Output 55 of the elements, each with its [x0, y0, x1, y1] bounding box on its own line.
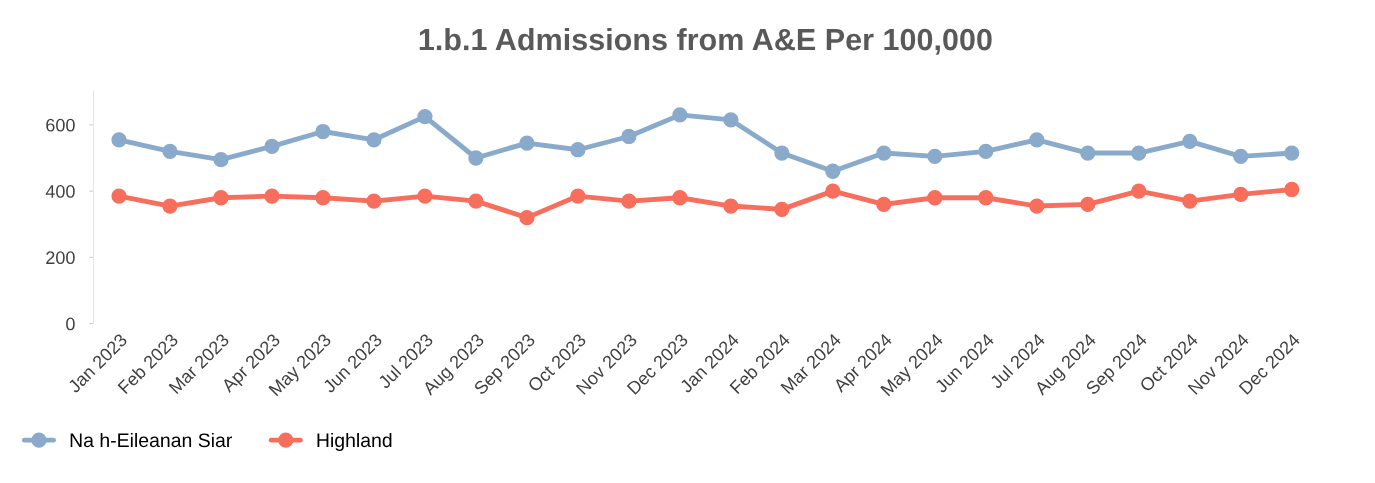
- point: [111, 132, 127, 148]
- point: [1029, 132, 1045, 148]
- point: [162, 143, 178, 160]
- point: [519, 135, 535, 151]
- point: [315, 190, 331, 206]
- point: [264, 138, 280, 155]
- point: [519, 209, 535, 226]
- point: [978, 143, 994, 160]
- point: [366, 193, 382, 209]
- point: [1233, 186, 1249, 203]
- point: [1131, 183, 1147, 199]
- y-tick-label: 0: [66, 317, 75, 331]
- point: [1182, 193, 1198, 209]
- point: [1080, 145, 1096, 161]
- point: [1131, 145, 1147, 161]
- point: [825, 163, 841, 179]
- point: [723, 198, 739, 214]
- point: [825, 183, 841, 199]
- legend-label: Highland: [317, 432, 392, 452]
- point: [213, 152, 229, 168]
- point: [162, 198, 178, 214]
- point: [570, 142, 586, 158]
- point: [264, 188, 280, 204]
- point: [723, 112, 739, 128]
- point: [417, 108, 433, 125]
- y-tick-label: 600: [46, 118, 75, 132]
- point: [927, 148, 943, 164]
- y-tick-label: 400: [45, 185, 75, 198]
- point: [876, 196, 892, 213]
- point: [927, 190, 943, 206]
- point: [672, 107, 688, 123]
- point: [774, 145, 790, 161]
- point: [315, 123, 331, 140]
- point: [621, 193, 637, 209]
- point: [672, 190, 688, 206]
- point: [1182, 133, 1198, 150]
- legend-label: Na h-Eileanan Siar: [70, 432, 232, 448]
- point: [774, 201, 790, 217]
- point: [876, 145, 892, 161]
- point: [1284, 181, 1300, 198]
- point: [621, 128, 637, 145]
- point: [1029, 198, 1045, 214]
- point: [213, 190, 229, 206]
- point: [468, 150, 484, 166]
- y-tick-label: 200: [46, 251, 75, 265]
- point: [1284, 145, 1300, 161]
- point: [978, 190, 994, 206]
- chart-title: 1.b.1 Admissions from A&E Per 100,000: [419, 27, 992, 55]
- point: [366, 132, 382, 148]
- point: [570, 188, 586, 204]
- point: [111, 188, 127, 204]
- point: [468, 193, 484, 209]
- point: [417, 188, 433, 204]
- point: [1233, 148, 1249, 164]
- point: [1080, 196, 1096, 213]
